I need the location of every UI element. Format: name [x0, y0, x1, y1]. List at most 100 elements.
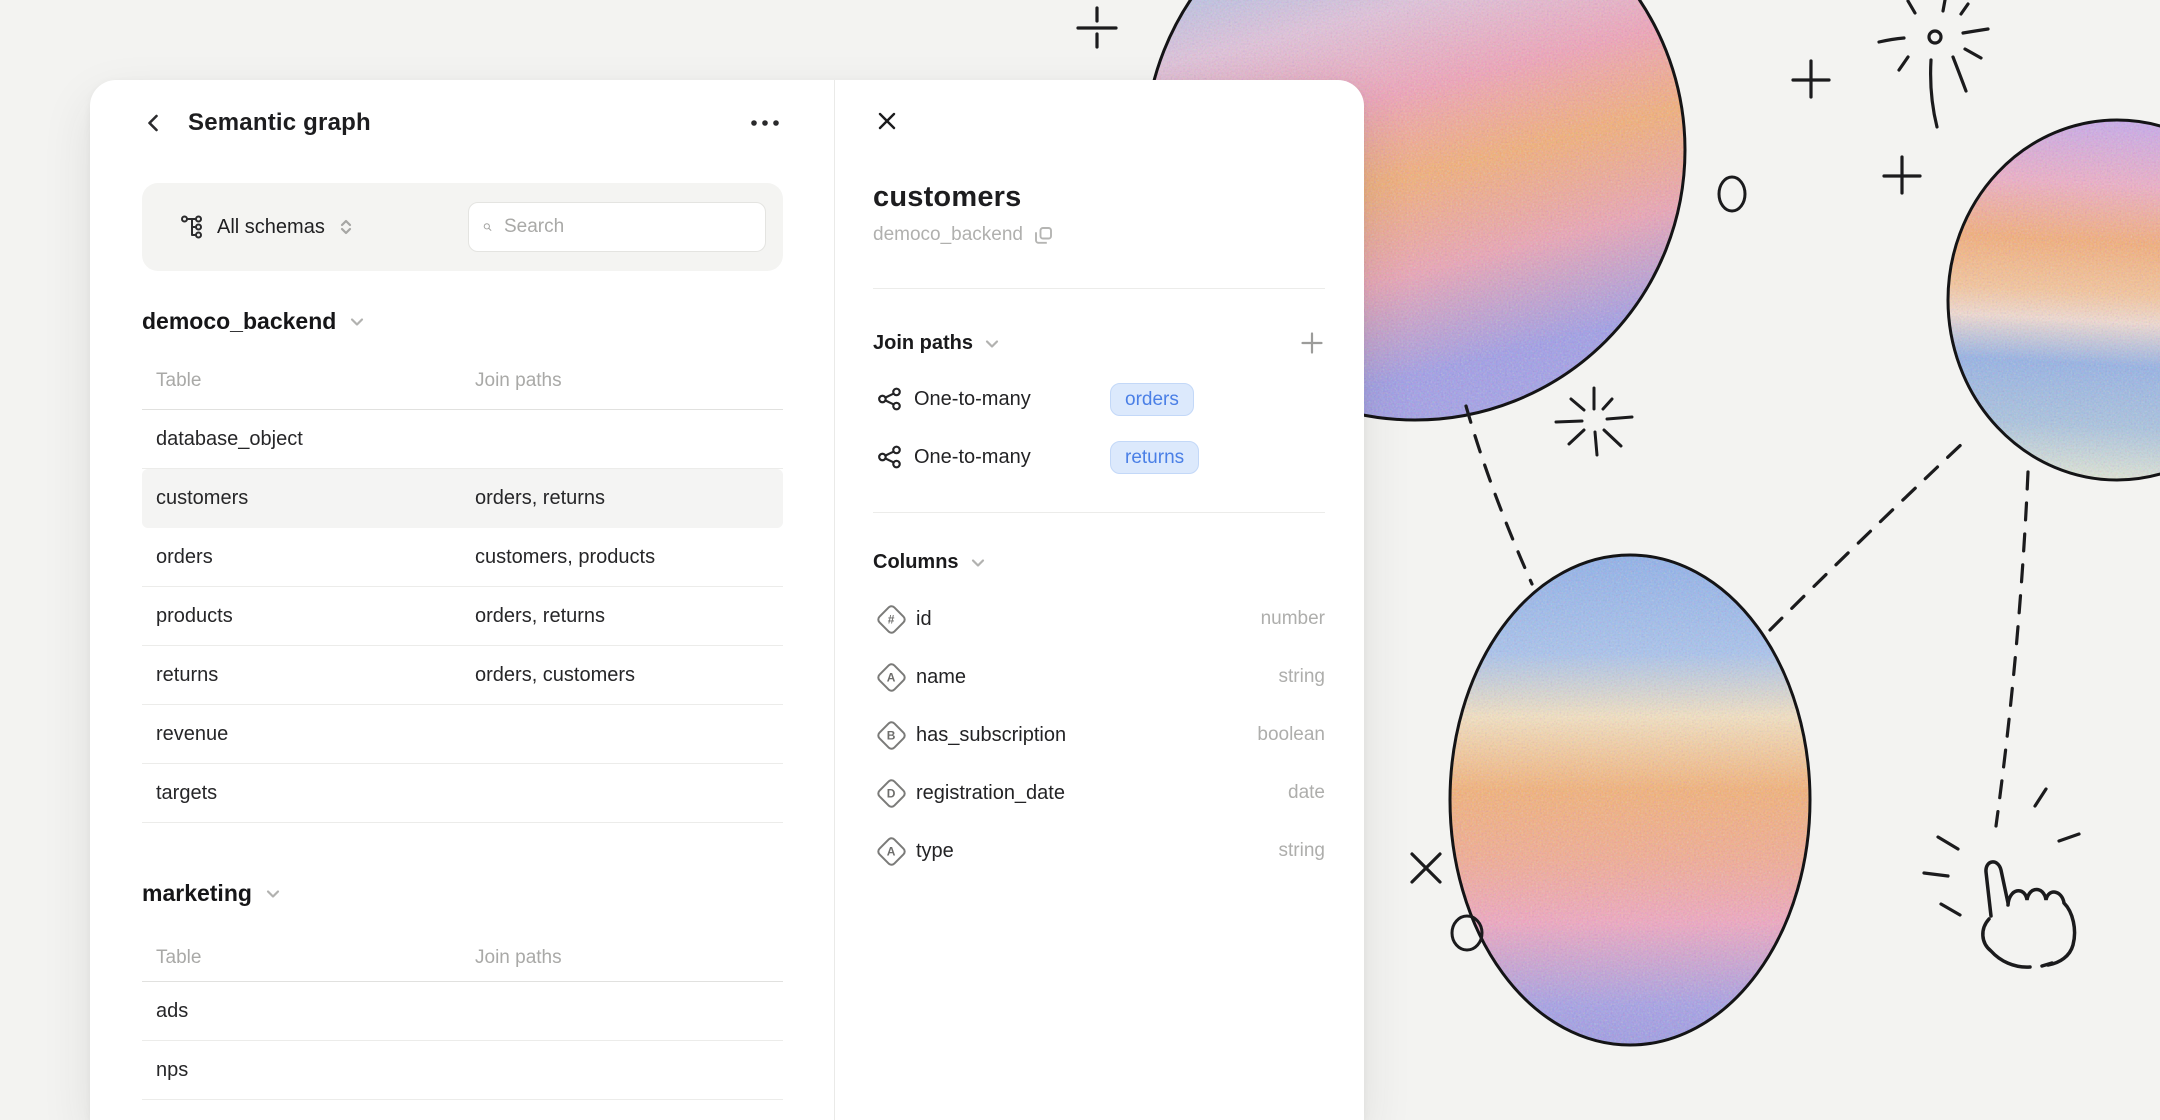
join-target-pill[interactable]: returns [1110, 440, 1200, 474]
up-down-chevron-icon [340, 219, 351, 235]
dashed-connector-top-middle [1464, 404, 1534, 586]
small-circle-doodle-1 [1717, 175, 1747, 213]
details-subtitle-row: democo_backend [873, 224, 1325, 246]
column-datatype: date [1288, 782, 1325, 803]
table-name-cell: targets [156, 781, 218, 804]
gradient-circle-middle [1448, 553, 1812, 1047]
copy-icon [1035, 226, 1052, 244]
column-header-table: Table [156, 946, 202, 968]
table-name-cell: returns [156, 663, 219, 686]
plus-icon [1301, 332, 1323, 354]
table-row-selected[interactable]: customers orders, returns [142, 469, 783, 528]
join-paths-label[interactable]: Join paths [873, 331, 974, 354]
more-menu-button[interactable] [747, 113, 783, 133]
table-details-panel: customers democo_backend Join paths [835, 80, 1363, 1120]
table-row[interactable]: nps [142, 1041, 783, 1100]
column-name: has_subscription [916, 723, 1067, 746]
search-icon [483, 223, 492, 231]
x-doodle [1410, 852, 1442, 884]
dashed-connector-right-hand [1994, 470, 2030, 828]
asterisk-doodle [1554, 386, 1634, 457]
schema-section-header-marketing[interactable]: marketing [142, 878, 783, 908]
table-name-cell: products [156, 604, 233, 627]
table-row[interactable]: targets [142, 764, 783, 823]
table-row[interactable]: database_object [142, 410, 783, 469]
column-row[interactable]: A name string [873, 648, 1325, 706]
join-type-label: One-to-many [914, 445, 1031, 468]
join-target-pill[interactable]: orders [1110, 382, 1194, 416]
column-header-table: Table [156, 369, 202, 391]
column-row[interactable]: A type string [873, 822, 1325, 880]
column-row[interactable]: # id number [873, 590, 1325, 648]
chevron-down-icon [266, 889, 280, 898]
copy-button[interactable] [1033, 225, 1054, 246]
column-datatype: boolean [1257, 724, 1325, 745]
table-header-row: Table Join paths [142, 352, 783, 410]
columns-label[interactable]: Columns [873, 550, 959, 573]
join-paths-section-header: Join paths [873, 327, 1325, 359]
column-datatype: number [1260, 608, 1325, 629]
table-name-cell: customers [156, 486, 249, 509]
schema-name: democo_backend [142, 307, 337, 334]
column-type-string-icon: A [874, 660, 908, 694]
column-name: registration_date [916, 781, 1065, 804]
back-button[interactable] [142, 111, 166, 135]
table-row[interactable]: ads [142, 982, 783, 1041]
hand-cursor-doodle [1981, 860, 2077, 969]
column-type-date-icon: D [874, 776, 908, 810]
click-rays-doodle [1922, 787, 2081, 917]
starburst-doodle [1877, 0, 1990, 129]
add-join-path-button[interactable] [1299, 330, 1325, 356]
close-icon [878, 112, 896, 130]
plus-doodle-1 [1076, 6, 1118, 49]
page-title: Semantic graph [188, 109, 371, 136]
plus-doodle-2 [1791, 59, 1831, 99]
column-row[interactable]: D registration_date date [873, 764, 1325, 822]
join-paths-cell: orders, returns [475, 486, 606, 509]
column-name: id [916, 607, 932, 630]
semantic-graph-window: Semantic graph All schemas [90, 80, 1364, 1120]
search-input[interactable] [502, 215, 751, 239]
small-circle-doodle-2 [1450, 914, 1484, 952]
table-name-cell: orders [156, 545, 213, 568]
join-path-row: One-to-many returns [873, 428, 1325, 486]
table-row[interactable]: products orders, returns [142, 587, 783, 646]
column-header-join-paths: Join paths [475, 369, 562, 391]
join-type-label: One-to-many [914, 387, 1031, 410]
table-name-cell: nps [156, 1058, 189, 1081]
one-to-many-icon [878, 445, 901, 469]
chevron-left-icon [148, 114, 158, 132]
schema-section-header-democo_backend[interactable]: democo_backend [142, 306, 783, 336]
schema-selector[interactable]: All schemas [180, 214, 355, 240]
gradient-circle-right [1946, 118, 2160, 482]
chevron-down-icon [351, 317, 364, 326]
chevron-down-icon[interactable] [983, 335, 1001, 352]
column-header-join-paths: Join paths [475, 946, 562, 968]
schema-selector-label: All schemas [217, 215, 325, 238]
table-row[interactable]: orders customers, products [142, 528, 783, 587]
panel-header: Semantic graph [142, 106, 783, 140]
table-header-row: Table Join paths [142, 934, 783, 982]
close-button[interactable] [873, 107, 901, 135]
ellipsis-icon [751, 120, 779, 126]
table-row[interactable]: returns orders, customers [142, 646, 783, 705]
chevron-down-icon[interactable] [969, 554, 987, 571]
table-row[interactable]: revenue [142, 705, 783, 764]
join-paths-cell: orders, customers [475, 663, 636, 686]
schema-tree-icon [181, 215, 202, 239]
one-to-many-icon [878, 387, 901, 411]
column-type-boolean-icon: B [874, 718, 908, 752]
dashed-connector-middle-right [1768, 438, 1968, 632]
columns-section-header: Columns [873, 546, 1325, 578]
table-name-cell: revenue [156, 722, 229, 745]
column-type-string-icon: A [874, 834, 908, 868]
details-schema-name: democo_backend [873, 224, 1023, 245]
search-box [468, 202, 766, 252]
join-paths-cell: customers, products [475, 545, 656, 568]
column-name: type [916, 839, 954, 862]
schema-list-panel: Semantic graph All schemas [90, 80, 835, 1120]
join-paths-cell: orders, returns [475, 604, 606, 627]
column-name: name [916, 665, 967, 688]
column-row[interactable]: B has_subscription boolean [873, 706, 1325, 764]
divider [873, 288, 1325, 289]
